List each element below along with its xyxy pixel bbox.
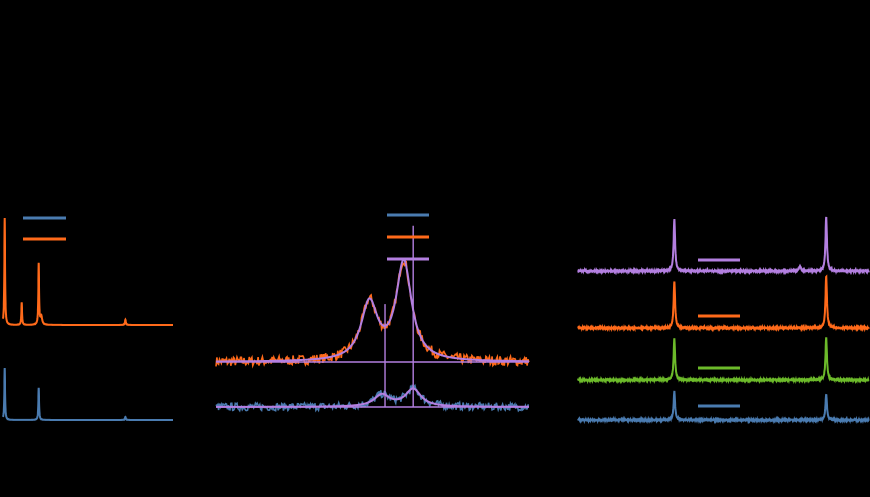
series-line-trace-4 <box>577 390 870 425</box>
panel-middle <box>215 213 530 413</box>
series-line-upper-fit <box>216 258 529 363</box>
series-line-top <box>2 217 173 326</box>
series-line-bottom <box>2 367 173 421</box>
series-line-trace-2 <box>577 274 870 333</box>
series-line-lower-measured <box>215 383 530 413</box>
series-line-trace-3 <box>577 337 870 385</box>
panel-right <box>577 216 870 425</box>
series-line-upper-measured <box>215 260 530 369</box>
panel-left <box>2 216 173 421</box>
series-line-trace-1 <box>577 216 870 276</box>
